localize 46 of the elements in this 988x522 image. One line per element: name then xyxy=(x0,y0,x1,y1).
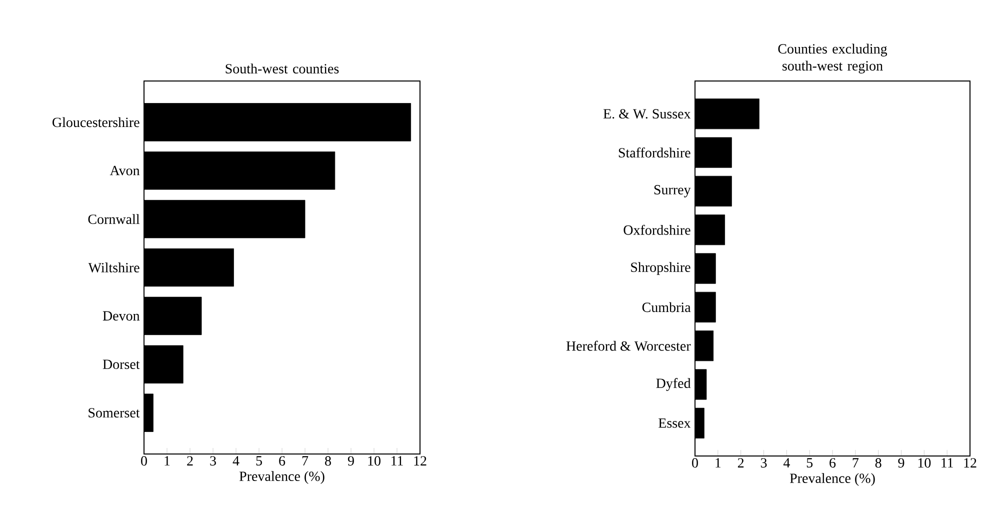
x-tick-label: 9 xyxy=(898,458,904,468)
y-tick-label: Dyfed xyxy=(656,378,691,391)
x-tick-label: 6 xyxy=(279,456,286,466)
x-tick-label: 12 xyxy=(414,456,426,466)
x-tick-label: 4 xyxy=(783,458,790,468)
y-tick-label: Oxfordshire xyxy=(624,224,690,235)
x-tick-label: 12 xyxy=(964,458,976,468)
x-tick-label: 10 xyxy=(368,456,380,466)
x-tick-label: 3 xyxy=(760,458,767,468)
y-tick-label: Cumbria xyxy=(642,302,691,312)
x-tick-label: 8 xyxy=(875,458,882,468)
y-tick-label: Somerset xyxy=(88,408,140,418)
y-tick-label: Gloucestershire xyxy=(52,117,140,128)
y-tick-label: E. & W. Sussex xyxy=(603,109,691,119)
x-tick-label: 0 xyxy=(141,456,147,466)
x-tick-label: 11 xyxy=(942,458,953,468)
y-tick-label: Staffordshire xyxy=(618,148,690,158)
chart-title: Counties excluding south-west region xyxy=(778,44,888,74)
x-tick-label: 2 xyxy=(738,458,744,468)
x-tick-label: 5 xyxy=(256,456,262,466)
y-tick-label: Hereford & Worcester xyxy=(566,340,691,351)
y-tick-label: Essex xyxy=(658,418,691,428)
x-axis-title: Prevalence (%) xyxy=(239,471,324,484)
x-tick-label: 3 xyxy=(210,456,216,466)
y-tick-label: Surrey xyxy=(654,185,691,198)
x-tick-label: 2 xyxy=(187,456,193,466)
x-tick-label: 1 xyxy=(164,456,170,466)
x-tick-label: 9 xyxy=(348,456,354,466)
chart-title: South-west counties xyxy=(226,64,339,74)
x-tick-label: 11 xyxy=(391,456,403,466)
y-tick-label: Shropshire xyxy=(631,262,690,275)
x-tick-label: 7 xyxy=(852,458,859,468)
x-tick-label: 8 xyxy=(325,456,331,466)
x-tick-label: 10 xyxy=(918,458,931,468)
y-tick-label: Avon xyxy=(110,166,140,176)
y-tick-label: Wiltshire xyxy=(88,262,140,272)
x-tick-label: 5 xyxy=(806,458,813,468)
x-axis-title: Prevalence (%) xyxy=(790,473,875,486)
x-tick-label: 0 xyxy=(692,458,698,468)
x-tick-label: 6 xyxy=(830,458,836,468)
y-tick-label: Devon xyxy=(102,311,140,321)
y-tick-label: Cornwall xyxy=(88,214,140,224)
x-tick-label: 7 xyxy=(302,456,308,466)
x-tick-label: 1 xyxy=(716,458,721,468)
x-tick-label: 4 xyxy=(232,456,240,466)
y-tick-label: Dorset xyxy=(102,360,140,370)
